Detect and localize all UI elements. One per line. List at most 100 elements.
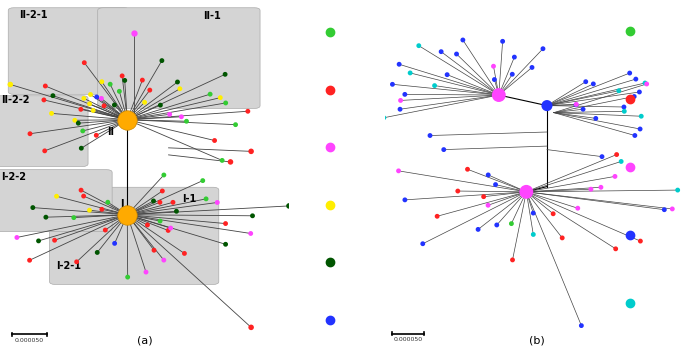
- Point: [413, 43, 424, 49]
- Point: [114, 88, 125, 94]
- Point: [424, 133, 436, 138]
- Point: [588, 81, 599, 87]
- Point: [325, 259, 336, 265]
- Point: [458, 37, 469, 43]
- Point: [325, 202, 336, 208]
- Point: [105, 81, 116, 87]
- Point: [117, 73, 128, 79]
- Point: [220, 241, 231, 247]
- Point: [92, 250, 103, 255]
- Point: [109, 240, 120, 246]
- Point: [155, 102, 166, 108]
- Point: [76, 145, 87, 151]
- Point: [87, 108, 98, 113]
- Point: [49, 237, 60, 243]
- Point: [85, 92, 96, 97]
- Point: [395, 98, 406, 103]
- Point: [417, 241, 428, 246]
- Point: [400, 197, 411, 203]
- Point: [51, 194, 62, 199]
- FancyBboxPatch shape: [50, 187, 219, 284]
- Point: [149, 247, 160, 253]
- Point: [490, 182, 501, 187]
- Point: [25, 131, 36, 137]
- Point: [478, 194, 489, 200]
- Text: I-2-2: I-2-2: [1, 172, 26, 182]
- FancyBboxPatch shape: [0, 96, 88, 166]
- Point: [393, 168, 404, 174]
- Point: [438, 147, 449, 152]
- Point: [144, 87, 155, 93]
- Point: [158, 257, 169, 263]
- Point: [245, 231, 256, 236]
- Point: [46, 111, 57, 116]
- Point: [39, 97, 50, 103]
- Point: [619, 104, 630, 110]
- Point: [217, 158, 228, 163]
- Point: [431, 213, 442, 219]
- Point: [452, 188, 463, 194]
- Point: [528, 210, 539, 216]
- Point: [96, 207, 107, 212]
- Point: [572, 205, 583, 211]
- Point: [122, 212, 133, 218]
- Point: [98, 103, 109, 109]
- FancyBboxPatch shape: [8, 8, 129, 94]
- Text: I-2-1: I-2-1: [56, 261, 81, 271]
- Point: [634, 126, 645, 132]
- Point: [394, 62, 405, 67]
- Point: [69, 118, 80, 123]
- Point: [489, 77, 500, 82]
- Point: [394, 106, 405, 112]
- Point: [40, 83, 51, 89]
- Point: [220, 221, 231, 226]
- Point: [596, 154, 608, 159]
- Point: [5, 82, 16, 87]
- Point: [209, 138, 220, 143]
- Point: [378, 115, 389, 120]
- Point: [246, 149, 257, 154]
- Point: [246, 325, 257, 330]
- Text: 0.000050: 0.000050: [394, 337, 422, 342]
- Point: [399, 92, 410, 97]
- Point: [611, 152, 622, 157]
- Point: [595, 184, 606, 190]
- Point: [442, 72, 453, 77]
- Point: [122, 117, 133, 122]
- Point: [12, 235, 23, 240]
- Point: [577, 106, 588, 112]
- Point: [154, 200, 165, 205]
- Point: [109, 102, 120, 108]
- Point: [28, 205, 39, 210]
- Point: [497, 38, 508, 44]
- Point: [73, 120, 84, 126]
- Point: [405, 70, 416, 76]
- Point: [78, 193, 89, 199]
- Point: [162, 228, 173, 233]
- Point: [119, 77, 130, 83]
- Point: [230, 122, 241, 127]
- Point: [158, 172, 169, 178]
- Point: [585, 187, 596, 192]
- Point: [548, 211, 559, 216]
- Point: [220, 100, 231, 106]
- Point: [84, 207, 95, 213]
- Text: I: I: [120, 199, 124, 208]
- Text: II-2-2: II-2-2: [1, 95, 30, 105]
- Point: [610, 246, 621, 252]
- Point: [491, 222, 502, 228]
- Point: [509, 54, 520, 60]
- Text: I-1: I-1: [182, 194, 197, 203]
- Point: [325, 144, 336, 150]
- Point: [47, 93, 58, 99]
- Text: (b): (b): [529, 336, 544, 346]
- Point: [526, 65, 537, 70]
- Point: [91, 132, 102, 138]
- Point: [204, 92, 215, 97]
- Point: [219, 71, 230, 77]
- Point: [624, 29, 635, 34]
- Point: [537, 46, 548, 51]
- Point: [24, 257, 35, 263]
- Point: [672, 187, 683, 193]
- Point: [619, 108, 630, 114]
